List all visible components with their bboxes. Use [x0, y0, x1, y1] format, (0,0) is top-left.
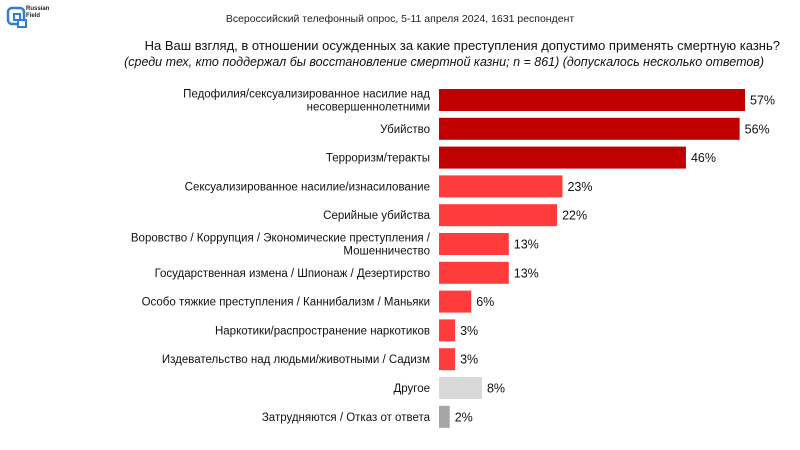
- category-label-4: Сексуализированное насилие/изнасилование: [185, 181, 430, 193]
- chart-subtitle: (среди тех, кто поддержал бы восстановле…: [124, 55, 764, 69]
- bar-11: [439, 377, 482, 399]
- bar-2: [439, 117, 740, 140]
- category-label-7: Государственная измена / Шпионаж / Дезер…: [155, 268, 430, 280]
- data-label-12: 2%: [455, 410, 473, 424]
- data-label-4: 23%: [567, 180, 592, 194]
- data-label-1: 57%: [750, 94, 775, 108]
- data-label-7: 13%: [514, 266, 539, 280]
- data-label-5: 22%: [562, 209, 587, 223]
- category-label-12: Затрудняются / Отказ от ответа: [262, 412, 431, 424]
- category-label-5: Серийные убийства: [323, 210, 430, 222]
- bar-9: [439, 319, 456, 342]
- category-label-3: Терроризм/теракты: [326, 153, 430, 165]
- category-label-8: Особо тяжкие преступления / Каннибализм …: [142, 297, 430, 309]
- survey-info: Всероссийский телефонный опрос, 5-11 апр…: [225, 13, 575, 25]
- category-label-6: Воровство / Коррупция / Экономические пр…: [131, 233, 431, 258]
- data-label-2: 56%: [745, 122, 770, 136]
- logo-frame-icon: [6, 6, 26, 26]
- data-label-3: 46%: [691, 151, 716, 165]
- logo-tail-icon: [17, 19, 27, 28]
- category-label-9: Наркотики/распространение наркотиков: [215, 325, 430, 337]
- data-label-9: 3%: [460, 324, 478, 338]
- logo-wordmark: Russian Field: [26, 6, 50, 19]
- category-label-10: Издевательство над людьми/животными / Са…: [162, 354, 430, 366]
- bar-4: [439, 175, 563, 198]
- chart-title: На Ваш взгляд, в отношении осужденных за…: [144, 38, 780, 53]
- bar-12: [439, 405, 450, 428]
- bar-10: [439, 348, 456, 371]
- category-label-2: Убийство: [380, 124, 430, 136]
- bar-8: [439, 290, 472, 313]
- category-label-1: Педофилия/сексуализированное насилие над…: [183, 89, 430, 114]
- bar-7: [439, 261, 509, 284]
- data-label-10: 3%: [460, 353, 478, 367]
- data-label-6: 13%: [514, 238, 539, 252]
- russian-field-logo: [6, 6, 27, 28]
- data-label-8: 6%: [476, 295, 494, 309]
- category-label-11: Другое: [393, 383, 430, 395]
- bar-1: [439, 89, 745, 111]
- data-label-11: 8%: [487, 382, 505, 396]
- bar-6: [439, 233, 509, 255]
- bar-3: [439, 146, 686, 169]
- bar-5: [439, 204, 558, 227]
